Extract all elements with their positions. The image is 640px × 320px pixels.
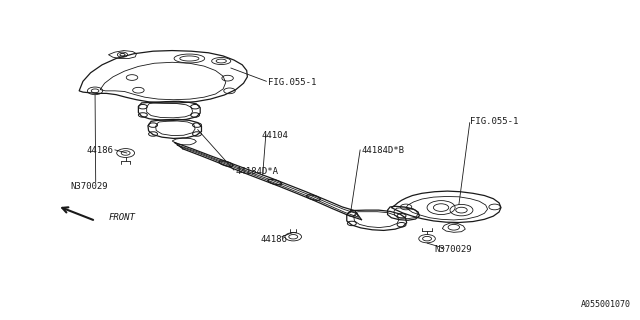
Text: 44184D*B: 44184D*B: [362, 146, 404, 155]
Text: 44184D*A: 44184D*A: [236, 167, 279, 176]
Text: FIG.055-1: FIG.055-1: [268, 78, 316, 87]
Text: FRONT: FRONT: [108, 213, 135, 222]
Text: N370029: N370029: [435, 245, 472, 254]
Text: A055001070: A055001070: [581, 300, 631, 309]
Text: N370029: N370029: [70, 182, 108, 191]
Text: 44186: 44186: [260, 236, 287, 244]
Circle shape: [120, 53, 125, 56]
Text: FIG.055-1: FIG.055-1: [470, 117, 518, 126]
Text: 44186: 44186: [86, 146, 113, 155]
Text: 44104: 44104: [261, 131, 288, 140]
